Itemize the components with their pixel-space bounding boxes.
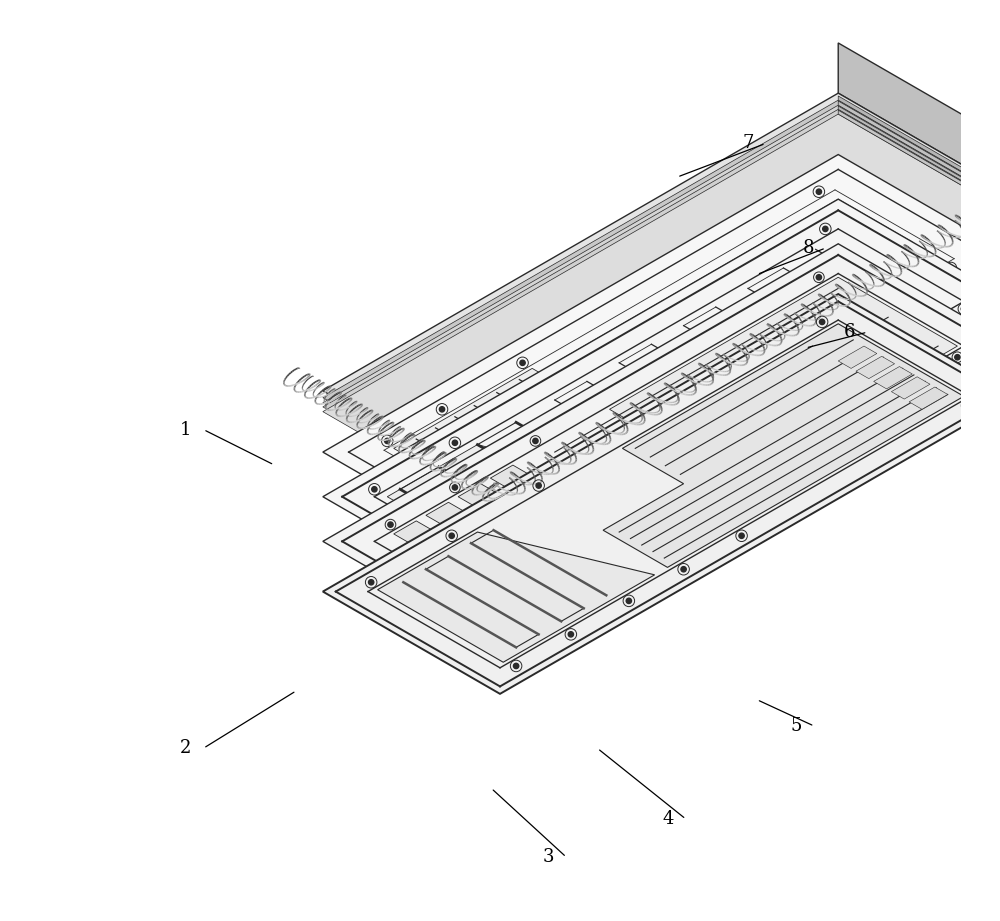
- Polygon shape: [555, 199, 912, 425]
- Polygon shape: [838, 111, 1000, 216]
- Polygon shape: [500, 208, 1000, 509]
- Circle shape: [736, 437, 741, 442]
- Polygon shape: [323, 100, 1000, 500]
- Polygon shape: [387, 445, 635, 562]
- Circle shape: [819, 320, 825, 324]
- Circle shape: [961, 306, 966, 311]
- Polygon shape: [500, 198, 1000, 500]
- Polygon shape: [500, 204, 1000, 505]
- Polygon shape: [426, 502, 568, 584]
- Circle shape: [665, 522, 670, 528]
- Text: 7: 7: [742, 134, 754, 153]
- Polygon shape: [838, 101, 1000, 207]
- Polygon shape: [856, 356, 895, 379]
- Text: 5: 5: [791, 717, 802, 735]
- Circle shape: [617, 550, 622, 555]
- Circle shape: [513, 663, 519, 669]
- Text: 6: 6: [844, 323, 856, 341]
- Circle shape: [536, 483, 541, 488]
- Polygon shape: [378, 532, 655, 662]
- Polygon shape: [891, 377, 930, 399]
- Circle shape: [720, 490, 725, 495]
- Circle shape: [449, 533, 454, 539]
- Polygon shape: [838, 96, 1000, 203]
- Polygon shape: [838, 346, 877, 368]
- Text: 8: 8: [802, 239, 814, 257]
- Circle shape: [739, 533, 744, 539]
- Circle shape: [452, 440, 458, 446]
- Circle shape: [565, 486, 570, 492]
- Circle shape: [613, 507, 619, 512]
- Circle shape: [955, 355, 960, 360]
- Polygon shape: [490, 465, 632, 547]
- Circle shape: [533, 438, 538, 444]
- Circle shape: [372, 486, 377, 492]
- Polygon shape: [323, 105, 1000, 505]
- Circle shape: [452, 484, 458, 490]
- Circle shape: [368, 579, 374, 585]
- Polygon shape: [394, 368, 645, 514]
- Circle shape: [559, 539, 564, 544]
- Text: 2: 2: [180, 740, 191, 757]
- Polygon shape: [590, 277, 957, 519]
- Circle shape: [816, 189, 822, 194]
- Polygon shape: [500, 213, 1000, 514]
- Text: 1: 1: [180, 421, 191, 438]
- Circle shape: [510, 566, 516, 572]
- Polygon shape: [323, 244, 1000, 644]
- Circle shape: [613, 459, 619, 464]
- Polygon shape: [909, 387, 948, 409]
- Polygon shape: [874, 367, 912, 389]
- Text: 3: 3: [543, 848, 554, 867]
- Circle shape: [568, 577, 574, 583]
- Circle shape: [568, 632, 574, 637]
- Circle shape: [626, 599, 632, 603]
- Circle shape: [517, 515, 522, 519]
- Circle shape: [520, 606, 525, 611]
- Polygon shape: [323, 294, 1000, 694]
- Circle shape: [964, 403, 970, 408]
- Circle shape: [681, 566, 686, 572]
- Polygon shape: [323, 155, 1000, 554]
- Polygon shape: [500, 146, 1000, 493]
- Circle shape: [385, 438, 390, 444]
- Polygon shape: [394, 521, 535, 602]
- Circle shape: [948, 265, 954, 271]
- Polygon shape: [323, 110, 1000, 509]
- Polygon shape: [323, 199, 1000, 599]
- Circle shape: [520, 360, 525, 366]
- Circle shape: [671, 473, 677, 479]
- Circle shape: [816, 274, 822, 280]
- Polygon shape: [323, 114, 1000, 514]
- Polygon shape: [458, 484, 600, 565]
- Text: 4: 4: [663, 810, 674, 828]
- Circle shape: [388, 522, 393, 528]
- Circle shape: [439, 407, 445, 412]
- Circle shape: [668, 427, 673, 433]
- Polygon shape: [323, 93, 1000, 493]
- Polygon shape: [603, 324, 964, 567]
- Circle shape: [823, 227, 828, 231]
- Circle shape: [726, 393, 731, 399]
- Polygon shape: [838, 43, 1000, 195]
- Polygon shape: [838, 106, 1000, 212]
